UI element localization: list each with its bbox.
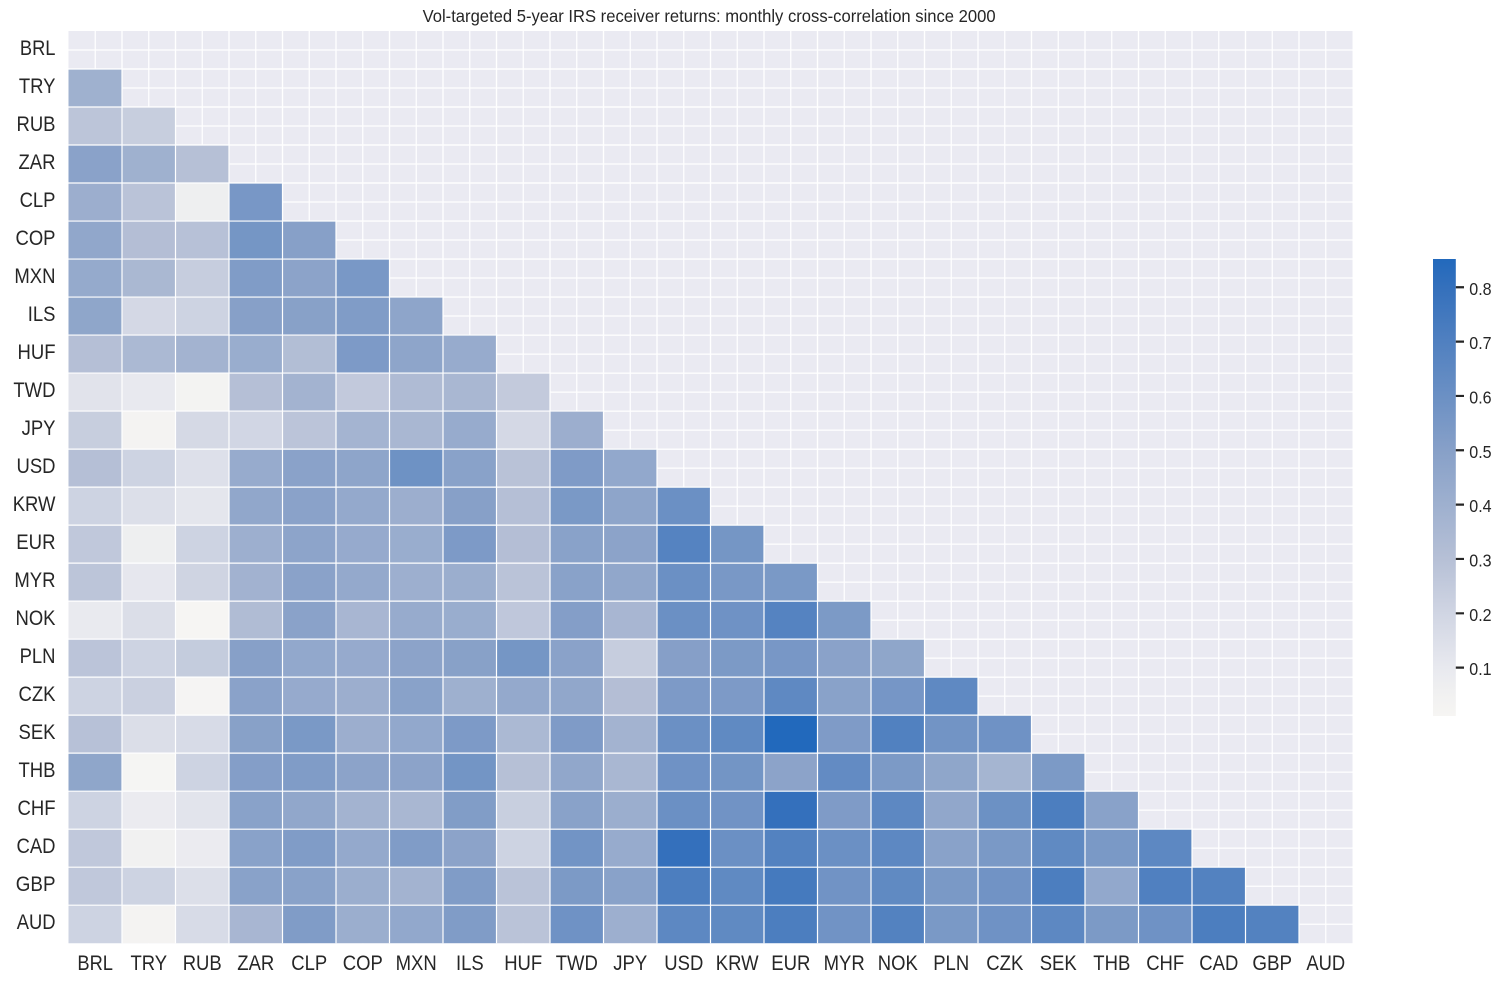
svg-text:BRL: BRL <box>77 952 113 975</box>
svg-text:THB: THB <box>1093 952 1130 975</box>
svg-text:CHF: CHF <box>1146 952 1184 975</box>
svg-text:MYR: MYR <box>824 952 865 975</box>
svg-text:USD: USD <box>17 455 56 478</box>
svg-text:TWD: TWD <box>556 952 598 975</box>
svg-text:0.1: 0.1 <box>1469 659 1491 679</box>
svg-text:0.7: 0.7 <box>1469 333 1491 353</box>
svg-text:USD: USD <box>664 952 703 975</box>
svg-text:ZAR: ZAR <box>237 952 274 975</box>
svg-text:JPY: JPY <box>22 417 56 440</box>
svg-text:RUB: RUB <box>183 952 222 975</box>
svg-text:CZK: CZK <box>19 683 56 706</box>
svg-text:CZK: CZK <box>986 952 1023 975</box>
svg-text:NOK: NOK <box>878 952 918 975</box>
svg-text:EUR: EUR <box>771 952 810 975</box>
svg-text:KRW: KRW <box>716 952 759 975</box>
svg-text:EUR: EUR <box>16 531 55 554</box>
svg-text:0.8: 0.8 <box>1469 279 1491 299</box>
svg-text:MXN: MXN <box>396 952 437 975</box>
svg-text:0.4: 0.4 <box>1469 496 1492 516</box>
svg-text:HUF: HUF <box>504 952 542 975</box>
svg-text:SEK: SEK <box>19 721 56 744</box>
svg-text:BRL: BRL <box>20 37 56 60</box>
svg-text:THB: THB <box>19 759 56 782</box>
svg-text:HUF: HUF <box>18 341 56 364</box>
svg-text:COP: COP <box>343 952 383 975</box>
svg-text:KRW: KRW <box>13 493 56 516</box>
svg-text:PLN: PLN <box>933 952 969 975</box>
svg-text:NOK: NOK <box>16 607 56 630</box>
svg-text:0.3: 0.3 <box>1469 551 1491 571</box>
svg-text:AUD: AUD <box>1306 952 1345 975</box>
svg-text:GBP: GBP <box>1252 952 1292 975</box>
svg-text:SEK: SEK <box>1040 952 1077 975</box>
svg-text:PLN: PLN <box>20 645 56 668</box>
svg-text:TWD: TWD <box>13 379 55 402</box>
svg-text:CLP: CLP <box>291 952 327 975</box>
svg-text:MXN: MXN <box>14 265 55 288</box>
svg-text:CHF: CHF <box>18 797 56 820</box>
svg-text:GBP: GBP <box>16 873 56 896</box>
svg-text:ILS: ILS <box>456 952 484 975</box>
svg-text:ZAR: ZAR <box>19 151 56 174</box>
svg-text:TRY: TRY <box>19 75 56 98</box>
svg-text:Vol-targeted 5-year IRS receiv: Vol-targeted 5-year IRS receiver returns… <box>423 6 996 26</box>
svg-text:0.2: 0.2 <box>1469 605 1491 625</box>
svg-text:0.5: 0.5 <box>1469 442 1491 462</box>
svg-text:TRY: TRY <box>131 952 168 975</box>
svg-text:CLP: CLP <box>20 189 56 212</box>
svg-text:ILS: ILS <box>28 303 56 326</box>
svg-text:CAD: CAD <box>1199 952 1238 975</box>
svg-text:MYR: MYR <box>14 569 55 592</box>
svg-text:0.6: 0.6 <box>1469 388 1491 408</box>
svg-text:CAD: CAD <box>17 835 56 858</box>
svg-text:AUD: AUD <box>17 911 56 934</box>
svg-text:COP: COP <box>16 227 56 250</box>
svg-text:RUB: RUB <box>17 113 56 136</box>
svg-text:JPY: JPY <box>613 952 647 975</box>
